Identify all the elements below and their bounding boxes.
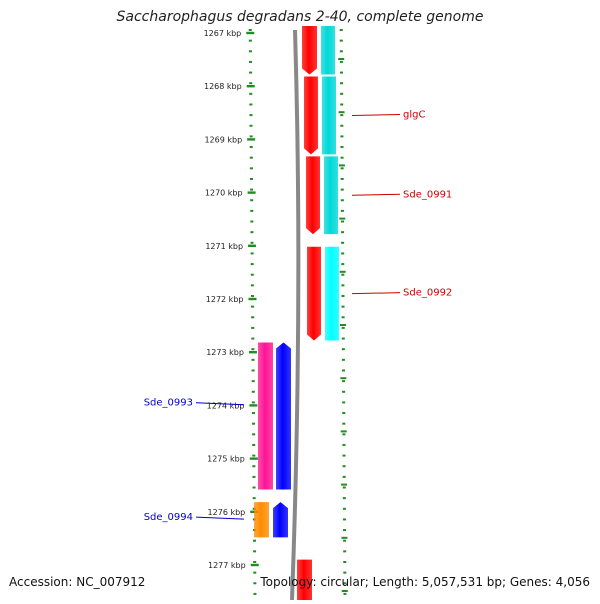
right-tick-column xyxy=(339,29,347,595)
genome-summary: Topology: circular; Length: 5,057,531 bp… xyxy=(260,575,590,589)
gene-arrow-red[interactable] xyxy=(297,559,312,604)
scale-tick: 1277 kbp xyxy=(208,561,348,592)
right-feature[interactable] xyxy=(304,76,336,155)
cds-bar-cyan[interactable] xyxy=(322,76,336,155)
cds-bar-cyan[interactable] xyxy=(324,156,338,235)
left-feature[interactable] xyxy=(258,342,291,490)
scale-tick-label: 1273 kbp xyxy=(206,348,244,357)
scale-tick: 1274 kbp xyxy=(207,401,347,433)
cds-bar-cyan[interactable] xyxy=(321,26,335,75)
scale-tick: 1269 kbp xyxy=(204,135,345,167)
left-tick-column xyxy=(248,29,257,595)
gene-label[interactable]: Sde_0992 xyxy=(403,288,452,299)
gene-arrow-blue[interactable] xyxy=(276,342,291,490)
cds-bar-left[interactable] xyxy=(254,502,269,538)
scale-tick-label: 1270 kbp xyxy=(205,189,243,198)
gene-label[interactable]: glgC xyxy=(403,109,425,120)
left-feature-label[interactable]: Sde_0994 xyxy=(144,512,245,523)
gene-arrow-red[interactable] xyxy=(302,26,317,75)
right-feature-label[interactable]: Sde_0992 xyxy=(351,288,452,299)
right-feature[interactable] xyxy=(307,246,339,341)
cds-bar-left[interactable] xyxy=(258,342,273,490)
gene-arrow-blue[interactable] xyxy=(273,502,288,538)
gene-arrow-red[interactable] xyxy=(306,156,320,235)
gene-arrow-red[interactable] xyxy=(304,76,318,155)
right-feature-label[interactable]: Sde_0991 xyxy=(351,189,452,200)
feature-continuation-top xyxy=(302,26,335,75)
left-feature[interactable] xyxy=(254,502,288,538)
scale-tick: 1275 kbp xyxy=(207,455,348,486)
scale-tick-label: 1274 kbp xyxy=(207,401,245,410)
scale-tick-label: 1277 kbp xyxy=(208,561,246,570)
feature-continuation-bottom xyxy=(297,559,312,604)
gene-label[interactable]: Sde_0994 xyxy=(144,512,193,523)
gene-arrow-red[interactable] xyxy=(307,246,321,341)
gene-label[interactable]: Sde_0993 xyxy=(144,398,193,409)
scale-tick: 1272 kbp xyxy=(206,295,346,326)
map-title: Saccharophagus degradans 2-40, complete … xyxy=(116,9,484,25)
scale-tick: 1267 kbp xyxy=(204,29,345,60)
scale-tick: 1268 kbp xyxy=(204,82,345,114)
scale-tick-label: 1271 kbp xyxy=(205,242,243,251)
gene-label[interactable]: Sde_0991 xyxy=(403,189,452,200)
accession-label: Accession: NC_007912 xyxy=(9,575,146,589)
scale-tick: 1270 kbp xyxy=(205,189,346,220)
right-feature[interactable] xyxy=(306,156,338,235)
left-feature-label[interactable]: Sde_0993 xyxy=(144,398,245,409)
genome-backbone xyxy=(290,29,301,601)
scale-tick-label: 1268 kbp xyxy=(204,82,242,91)
scale-tick-label: 1267 kbp xyxy=(204,29,242,38)
scale-tick-label: 1269 kbp xyxy=(204,135,242,144)
cds-bar-cyan[interactable] xyxy=(325,246,339,341)
scale-tick-label: 1272 kbp xyxy=(206,295,244,304)
scale-tick-label: 1276 kbp xyxy=(208,508,246,517)
scale-tick: 1271 kbp xyxy=(205,242,346,273)
right-feature-label[interactable]: glgC xyxy=(351,109,425,120)
scale-tick: 1273 kbp xyxy=(206,348,347,380)
scale-tick-label: 1275 kbp xyxy=(207,455,245,464)
